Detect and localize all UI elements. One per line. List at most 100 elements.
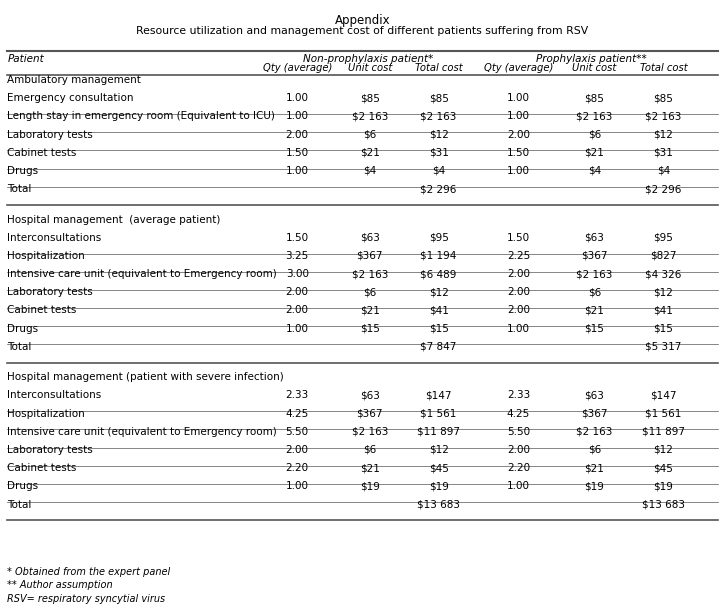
Text: $1 561: $1 561 bbox=[645, 408, 682, 419]
Text: 2.00: 2.00 bbox=[507, 129, 530, 140]
Text: $15: $15 bbox=[428, 323, 449, 334]
Text: Qty (average): Qty (average) bbox=[262, 63, 332, 73]
Text: 2.25: 2.25 bbox=[507, 251, 530, 261]
Text: $2 163: $2 163 bbox=[352, 269, 388, 279]
Text: $147: $147 bbox=[650, 391, 676, 400]
Text: $15: $15 bbox=[653, 323, 674, 334]
Text: $5 317: $5 317 bbox=[645, 342, 682, 352]
Text: $4: $4 bbox=[588, 166, 601, 176]
Text: 2.20: 2.20 bbox=[507, 463, 530, 473]
Text: $367: $367 bbox=[357, 251, 383, 261]
Text: $31: $31 bbox=[428, 148, 449, 158]
Text: Appendix: Appendix bbox=[335, 14, 390, 26]
Text: 2.00: 2.00 bbox=[507, 269, 530, 279]
Text: $2 163: $2 163 bbox=[352, 427, 388, 437]
Text: 1.50: 1.50 bbox=[507, 148, 530, 158]
Text: 1.00: 1.00 bbox=[507, 323, 530, 334]
Text: 2.00: 2.00 bbox=[507, 306, 530, 315]
Text: 4.25: 4.25 bbox=[507, 408, 530, 419]
Text: 2.00: 2.00 bbox=[286, 306, 309, 315]
Text: Drugs: Drugs bbox=[7, 323, 38, 334]
Text: $21: $21 bbox=[360, 148, 380, 158]
Text: $7 847: $7 847 bbox=[420, 342, 457, 352]
Text: $4: $4 bbox=[657, 166, 670, 176]
Text: $6 489: $6 489 bbox=[420, 269, 457, 279]
Text: 4.25: 4.25 bbox=[286, 408, 309, 419]
Text: 2.00: 2.00 bbox=[507, 287, 530, 298]
Text: 1.00: 1.00 bbox=[507, 111, 530, 121]
Text: Cabinet tests: Cabinet tests bbox=[7, 306, 77, 315]
Text: $367: $367 bbox=[581, 408, 608, 419]
Text: $85: $85 bbox=[653, 93, 674, 103]
Text: $15: $15 bbox=[360, 323, 380, 334]
Text: Length stay in emergency room (Equivalent to ICU): Length stay in emergency room (Equivalen… bbox=[7, 111, 275, 121]
Text: Cabinet tests: Cabinet tests bbox=[7, 463, 77, 473]
Text: $13 683: $13 683 bbox=[642, 500, 685, 509]
Text: $4: $4 bbox=[432, 166, 445, 176]
Text: $12: $12 bbox=[428, 129, 449, 140]
Text: $21: $21 bbox=[584, 463, 605, 473]
Text: Intensive care unit (equivalent to Emergency room): Intensive care unit (equivalent to Emerg… bbox=[7, 269, 277, 279]
Text: 1.00: 1.00 bbox=[286, 323, 309, 334]
Text: 1.00: 1.00 bbox=[507, 166, 530, 176]
Text: $6: $6 bbox=[363, 129, 376, 140]
Text: $21: $21 bbox=[584, 148, 605, 158]
Text: Drugs: Drugs bbox=[7, 166, 38, 176]
Text: 3.25: 3.25 bbox=[286, 251, 309, 261]
Text: Resource utilization and management cost of different patients suffering from RS: Resource utilization and management cost… bbox=[136, 26, 589, 36]
Text: $6: $6 bbox=[363, 287, 376, 298]
Text: $13 683: $13 683 bbox=[417, 500, 460, 509]
Text: Prophylaxis patient**: Prophylaxis patient** bbox=[536, 54, 646, 64]
Text: $15: $15 bbox=[584, 323, 605, 334]
Text: $85: $85 bbox=[584, 93, 605, 103]
Text: * Obtained from the expert panel: * Obtained from the expert panel bbox=[7, 567, 170, 577]
Text: 2.00: 2.00 bbox=[286, 445, 309, 455]
Text: $2 163: $2 163 bbox=[576, 427, 613, 437]
Text: Non-prophylaxis patient*: Non-prophylaxis patient* bbox=[303, 54, 433, 64]
Text: $85: $85 bbox=[428, 93, 449, 103]
Text: 2.00: 2.00 bbox=[286, 129, 309, 140]
Text: $11 897: $11 897 bbox=[417, 427, 460, 437]
Text: $367: $367 bbox=[581, 251, 608, 261]
Text: $12: $12 bbox=[653, 445, 674, 455]
Text: Unit cost: Unit cost bbox=[347, 63, 392, 73]
Text: $367: $367 bbox=[357, 408, 383, 419]
Text: Total cost: Total cost bbox=[639, 63, 687, 73]
Text: $6: $6 bbox=[363, 445, 376, 455]
Text: $41: $41 bbox=[653, 306, 674, 315]
Text: $6: $6 bbox=[588, 129, 601, 140]
Text: Qty (average): Qty (average) bbox=[484, 63, 553, 73]
Text: $4: $4 bbox=[363, 166, 376, 176]
Text: $45: $45 bbox=[653, 463, 674, 473]
Text: $45: $45 bbox=[428, 463, 449, 473]
Text: Drugs: Drugs bbox=[7, 481, 38, 492]
Text: Hospitalization: Hospitalization bbox=[7, 251, 85, 261]
Text: $2 163: $2 163 bbox=[645, 111, 682, 121]
Text: $147: $147 bbox=[426, 391, 452, 400]
Text: RSV= respiratory syncytial virus: RSV= respiratory syncytial virus bbox=[7, 594, 165, 604]
Text: Cabinet tests: Cabinet tests bbox=[7, 148, 77, 158]
Text: Emergency consultation: Emergency consultation bbox=[7, 93, 133, 103]
Text: $19: $19 bbox=[653, 481, 674, 492]
Text: 2.20: 2.20 bbox=[286, 463, 309, 473]
Text: Interconsultations: Interconsultations bbox=[7, 391, 102, 400]
Text: $2 296: $2 296 bbox=[645, 184, 682, 194]
Text: Total cost: Total cost bbox=[415, 63, 463, 73]
Text: $63: $63 bbox=[584, 233, 605, 243]
Text: $12: $12 bbox=[653, 287, 674, 298]
Text: $31: $31 bbox=[653, 148, 674, 158]
Text: $19: $19 bbox=[428, 481, 449, 492]
Text: $2 296: $2 296 bbox=[420, 184, 457, 194]
Text: $827: $827 bbox=[650, 251, 676, 261]
Text: $21: $21 bbox=[584, 306, 605, 315]
Text: 1.00: 1.00 bbox=[286, 93, 309, 103]
Text: $21: $21 bbox=[360, 306, 380, 315]
Text: Total: Total bbox=[7, 342, 32, 352]
Text: $19: $19 bbox=[584, 481, 605, 492]
Text: 2.00: 2.00 bbox=[286, 287, 309, 298]
Text: Hospital management  (average patient): Hospital management (average patient) bbox=[7, 214, 220, 225]
Text: 5.50: 5.50 bbox=[507, 427, 530, 437]
Text: 1.00: 1.00 bbox=[507, 481, 530, 492]
Text: Intensive care unit (equivalent to Emergency room): Intensive care unit (equivalent to Emerg… bbox=[7, 427, 277, 437]
Text: 1.50: 1.50 bbox=[286, 148, 309, 158]
